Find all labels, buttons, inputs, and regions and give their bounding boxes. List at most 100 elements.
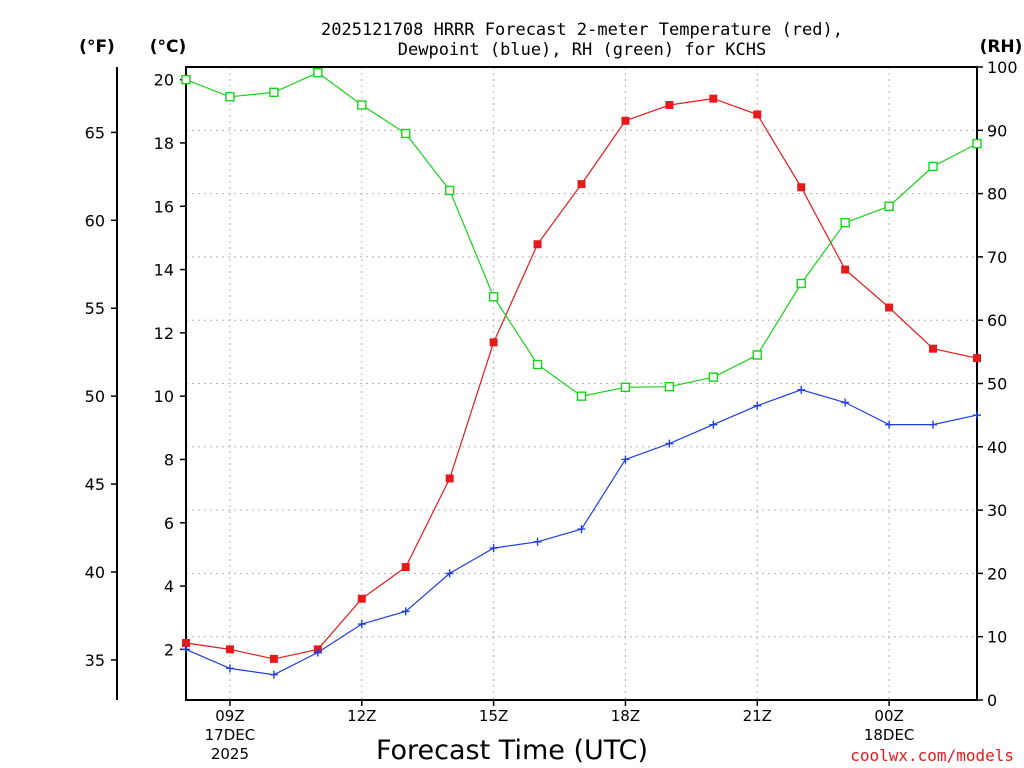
dewpoint-marker (973, 411, 981, 420)
dewpoint-marker (313, 648, 322, 657)
dewpoint-marker (182, 645, 190, 654)
temperature-marker (621, 116, 630, 125)
x-tick-label: 15Z (479, 707, 508, 725)
dewpoint-marker (621, 455, 630, 464)
dewpoint-marker (533, 537, 542, 546)
x-tick-label: 00Z (874, 707, 903, 725)
rh-marker (181, 74, 191, 85)
rh-tick-label: 50 (987, 375, 1007, 394)
temperature-marker (269, 654, 278, 663)
grid (186, 67, 977, 700)
celsius-tick-label: 18 (154, 134, 174, 153)
rh-tick-label: 20 (987, 564, 1007, 583)
temperature-marker (357, 594, 366, 603)
rh-tick-label: 0 (987, 691, 997, 710)
rh-tick-label: 40 (987, 438, 1007, 457)
rh-tick-label: 30 (987, 501, 1007, 520)
dewpoint-marker (577, 525, 586, 534)
celsius-tick-label: 8 (164, 450, 174, 469)
celsius-tick-label: 6 (164, 514, 174, 533)
rh-marker (225, 92, 235, 102)
dewpoint-marker (841, 398, 850, 407)
series-line-rh (185, 72, 978, 397)
temperature-marker (885, 303, 894, 312)
celsius-tick-label: 4 (164, 577, 174, 596)
x-tick-label: 21Z (743, 707, 772, 725)
x-axis-title: Forecast Time (UTC) (376, 735, 648, 766)
fahrenheit-tick-label: 45 (85, 475, 105, 494)
rh-marker (576, 391, 587, 401)
rh-marker (928, 161, 938, 172)
dewpoint-marker (665, 439, 674, 448)
x-tick-label: 12Z (347, 707, 376, 725)
dewpoint-marker (929, 420, 938, 429)
rh-marker (664, 381, 675, 392)
rh-marker (620, 382, 631, 392)
credit-text: coolwx.com/models (850, 746, 1014, 765)
celsius-tick-label: 14 (154, 261, 174, 280)
dewpoint-marker (753, 401, 762, 410)
rh-tick-label: 60 (987, 311, 1007, 330)
fahrenheit-tick-label: 40 (85, 563, 105, 582)
x-tick-label: 17DEC (205, 726, 256, 744)
temperature-marker (401, 563, 410, 572)
rh-marker (269, 87, 279, 98)
rh-marker (884, 201, 894, 211)
dewpoint-marker (709, 420, 718, 429)
fahrenheit-tick-label: 60 (85, 211, 105, 230)
chart-title-line1: 2025121708 HRRR Forecast 2-meter Tempera… (321, 20, 843, 40)
dewpoint-marker (225, 664, 234, 673)
dewpoint-marker (489, 544, 498, 553)
temperature-marker (841, 265, 850, 274)
temperature-marker (973, 354, 981, 363)
fahrenheit-tick-label: 55 (85, 299, 105, 318)
chart-title-line2: Dewpoint (blue), RH (green) for KCHS (398, 40, 766, 60)
temperature-marker (709, 94, 718, 103)
rh-tick-label: 90 (987, 121, 1007, 140)
temperature-marker (929, 344, 938, 353)
celsius-axis-title: (°C) (150, 37, 187, 57)
celsius-tick-label: 12 (154, 324, 174, 343)
temperature-marker (489, 338, 498, 347)
dewpoint-marker (885, 420, 894, 429)
rh-marker (796, 278, 806, 289)
temperature-marker (753, 110, 762, 119)
temperature-marker (533, 240, 542, 249)
celsius-tick-label: 10 (154, 387, 174, 406)
dewpoint-marker (269, 670, 278, 679)
tick-labels: 2 4 6 8 10 12 14 16 18 20 35 40 45 50 55 60 65 0 10 20 30 40 5… (85, 58, 1018, 763)
temperature-marker (225, 645, 234, 654)
temperature-marker (182, 639, 190, 648)
rh-marker (708, 372, 719, 382)
axes (111, 66, 983, 706)
rh-marker (401, 128, 411, 139)
temperature-marker (577, 180, 586, 189)
dewpoint-marker (445, 569, 454, 578)
series-layer (181, 67, 982, 679)
x-tick-label: 2025 (211, 745, 249, 763)
dewpoint-marker (797, 385, 806, 394)
x-tick-label: 18Z (611, 707, 640, 725)
rh-marker (313, 67, 323, 78)
rh-marker (444, 185, 455, 196)
dewpoint-marker (357, 620, 366, 629)
celsius-tick-label: 16 (154, 197, 174, 216)
rh-axis-title: (RH) (980, 37, 1023, 57)
x-tick-label: 18DEC (864, 726, 915, 744)
temperature-marker (445, 474, 454, 483)
rh-marker (972, 138, 982, 149)
dewpoint-marker (401, 607, 410, 616)
rh-tick-label: 70 (987, 248, 1007, 267)
celsius-tick-label: 2 (164, 640, 174, 659)
rh-tick-label: 80 (987, 185, 1007, 204)
fahrenheit-tick-label: 50 (85, 387, 105, 406)
temperature-marker (797, 183, 806, 192)
fahrenheit-tick-label: 65 (85, 123, 105, 142)
x-tick-label: 09Z (215, 707, 244, 725)
rh-tick-label: 10 (987, 628, 1007, 647)
rh-marker (488, 292, 499, 302)
fahrenheit-tick-label: 35 (85, 651, 105, 670)
fahrenheit-axis-title: (°F) (79, 37, 115, 57)
rh-tick-label: 100 (987, 58, 1018, 77)
